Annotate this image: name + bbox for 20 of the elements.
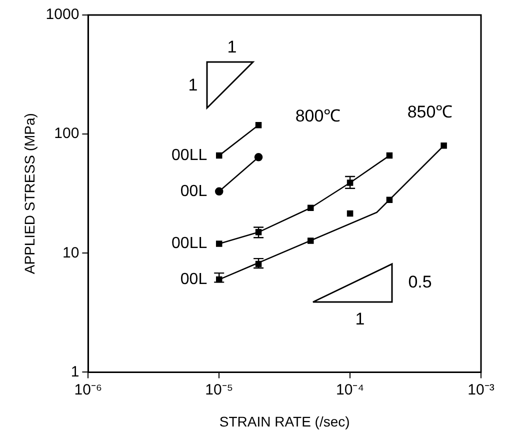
annotation: 800℃ — [295, 106, 341, 126]
x-tick-label: 10⁻³ — [468, 381, 494, 398]
x-tick-label: 10⁻⁶ — [74, 381, 102, 398]
annotation: 850℃ — [407, 102, 453, 122]
x-tick-label: 10⁻⁴ — [336, 381, 364, 398]
annotation: 1 — [227, 38, 237, 57]
x-tick-label: 10⁻⁵ — [205, 381, 234, 398]
series-label: 00LL — [172, 146, 208, 164]
annotation: 1 — [355, 310, 365, 329]
annotation: 1 — [188, 76, 198, 95]
annotation: 0.5 — [408, 272, 432, 292]
y-tick-label: 100 — [54, 125, 80, 142]
y-tick-label: 1000 — [46, 6, 80, 24]
y-axis-title: APPLIED STRESS (MPa) — [21, 113, 38, 274]
series-label: 00L — [180, 270, 208, 288]
y-tick-label: 1 — [70, 363, 80, 380]
series-label: 00LL — [172, 235, 208, 252]
x-axis-title: STRAIN RATE (/sec) — [219, 413, 350, 430]
series-label: 00L — [180, 182, 208, 200]
y-tick-label: 10 — [62, 244, 80, 262]
